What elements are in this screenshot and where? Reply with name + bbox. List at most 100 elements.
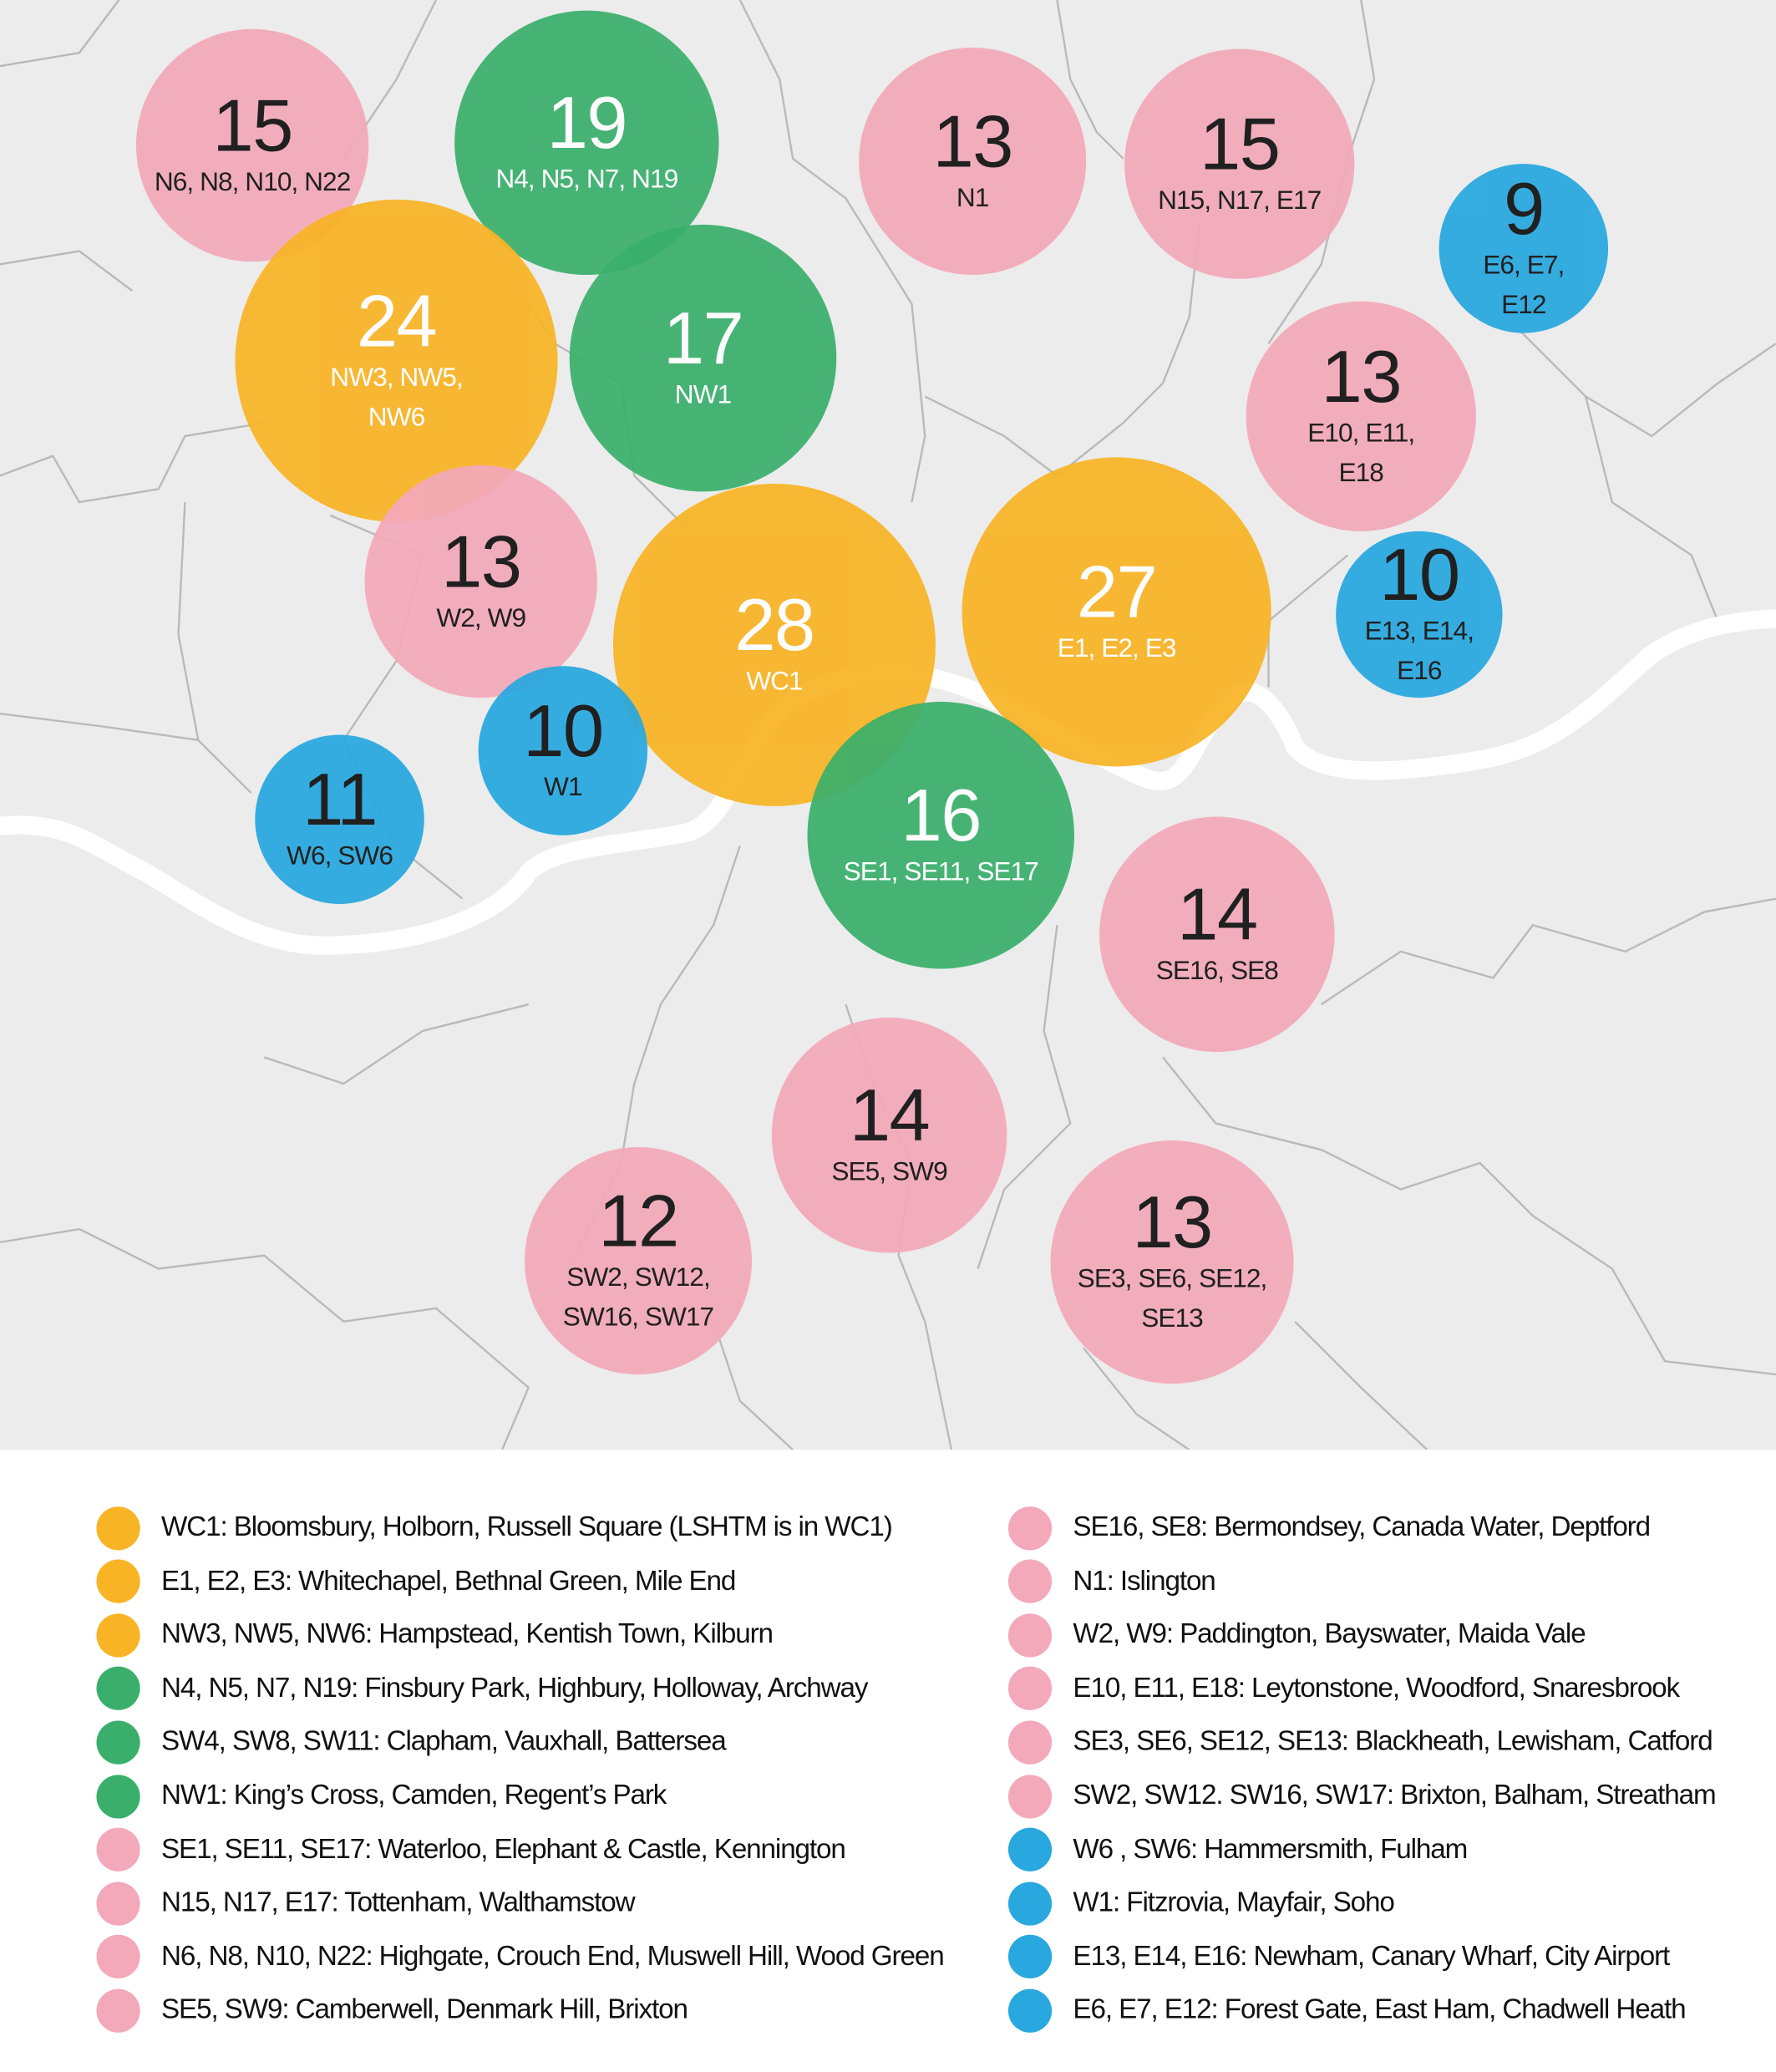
bubble-count: 27 [1076,550,1158,633]
legend-item: WC1: Bloomsbury, Holborn, Russell Square… [96,1504,893,1551]
bubble-count: 14 [849,1073,931,1157]
bubble-postcodes: NW3, NW5, NW6 [330,363,463,433]
bubble-count: 11 [302,757,378,841]
legend-swatch-icon [96,1935,140,1979]
bubble-se1-se11-se17: 16 SE1, SE11, SE17 [807,701,1075,969]
bubble-count: 28 [734,582,815,667]
legend-item: SW2, SW12. SW16, SW17: Brixton, Balham, … [1007,1772,1717,1820]
legend-swatch-icon [1007,1559,1053,1603]
bubble-e10-e11-e18: 13 E10, E11, E18 [1246,301,1476,531]
legend-swatch-icon [1007,1667,1053,1711]
legend-swatch-icon [96,1881,140,1926]
bubble-w2-w9: 13 W2, W9 [364,465,597,698]
bubble-count: 24 [356,278,438,363]
bubble-postcodes: N6, N8, N10, N22 [154,167,351,197]
bubble-count: 13 [441,519,522,603]
legend-label: SW4, SW8, SW11: Clapham, Vauxhall, Batte… [160,1726,727,1757]
legend-label: SE5, SW9: Camberwell, Denmark Hill, Brix… [160,1994,688,2025]
legend-label: W6 , SW6: Hammersmith, Fulham [1073,1833,1468,1865]
legend-swatch-icon [1007,1827,1053,1871]
bubble-postcodes: WC1 [746,667,803,697]
bubble-se3-se6-se12-se13: 13 SE3, SE6, SE12, SE13 [1050,1140,1294,1384]
bubble-sw2-sw12-sw16-sw17: 12 SW2, SW12, SW16, SW17 [524,1147,753,1375]
bubble-e1-e2-e3: 27 E1, E2, E3 [962,457,1271,767]
legend-item: W2, W9: Paddington, Bayswater, Maida Val… [1007,1612,1586,1659]
river-thames [0,609,1776,955]
legend-item: SW4, SW8, SW11: Clapham, Vauxhall, Batte… [96,1719,727,1766]
bubble-nw3-nw5-nw6: 24 NW3, NW5, NW6 [235,199,558,522]
bubble-count: 12 [598,1178,679,1262]
legend-item: E13, E14, E16: Newham, Canary Wharf, Cit… [1007,1933,1670,1981]
legend-label: N15, N17, E17: Tottenham, Walthamstow [160,1887,636,1918]
legend-item: E10, E11, E18: Leytonstone, Woodford, Sn… [1007,1665,1680,1713]
legend-swatch-icon [96,1559,140,1603]
bubble-n15-n17-e17: 15 N15, N17, E17 [1124,48,1355,279]
bubble-postcodes: SE1, SE11, SE17 [843,857,1039,887]
legend-item: W1: Fitzrovia, Mayfair, Soho [1007,1880,1395,1927]
legend-swatch-icon [1007,1988,1053,2033]
legend-label: E13, E14, E16: Newham, Canary Wharf, Cit… [1073,1941,1670,1972]
legend-label: W1: Fitzrovia, Mayfair, Soho [1073,1887,1394,1918]
bubble-e13-e14-e16: 10 E13, E14, E16 [1336,531,1503,698]
bubble-se5-sw9: 14 SE5, SW9 [771,1017,1007,1253]
bubble-postcodes: E13, E14, E16 [1364,617,1474,686]
bubble-postcodes: SW2, SW12, SW16, SW17 [562,1263,714,1333]
legend-item: N6, N8, N10, N22: Highgate, Crouch End, … [96,1933,945,1981]
legend-label: NW3, NW5, NW6: Hampstead, Kentish Town, … [160,1619,774,1650]
legend-item: N4, N5, N7, N19: Finsbury Park, Highbury… [96,1665,869,1713]
legend-swatch-icon [96,1774,140,1818]
legend-label: W2, W9: Paddington, Bayswater, Maida Val… [1073,1619,1586,1650]
bubble-postcodes: N15, N17, E17 [1158,186,1322,216]
legend-swatch-icon [1007,1881,1053,1926]
legend-item: NW3, NW5, NW6: Hampstead, Kentish Town, … [96,1612,774,1659]
bubble-count: 15 [212,83,293,167]
legend-item: W6 , SW6: Hammersmith, Fulham [1007,1826,1468,1873]
bubble-postcodes: N4, N5, N7, N19 [495,165,678,195]
bubble-count: 10 [523,688,604,772]
legend-swatch-icon [1007,1506,1053,1550]
bubble-postcodes: SE3, SE6, SE12, SE13 [1077,1264,1268,1334]
bubble-postcodes: E6, E7, E12 [1483,251,1565,320]
bubble-count: 13 [1132,1180,1213,1264]
legend-item: SE5, SW9: Camberwell, Denmark Hill, Brix… [96,1987,688,2034]
bubble-postcodes: W6, SW6 [287,841,393,871]
bubble-count: 9 [1503,166,1545,250]
legend-item: SE3, SE6, SE12, SE13: Blackheath, Lewish… [1007,1719,1713,1766]
london-map: 15 N6, N8, N10, N22 19 N4, N5, N7, N19 24 NW3… [0,0,1776,1450]
legend-item: SE16, SE8: Bermondsey, Canada Water, Dep… [1007,1504,1651,1551]
legend-swatch-icon [1007,1612,1053,1658]
bubble-count: 15 [1200,101,1281,185]
bubble-count: 16 [901,773,982,857]
bubble-count: 13 [932,99,1014,183]
legend-item: N1: Islington [1007,1557,1216,1605]
bubble-postcodes: N1 [956,183,990,213]
bubble-postcodes: E1, E2, E3 [1057,634,1177,664]
bubble-e6-e7-e12: 9 E6, E7, E12 [1439,164,1609,333]
legend: WC1: Bloomsbury, Holborn, Russell Square… [0,1450,1776,2072]
legend-swatch-icon [96,1506,140,1550]
legend-item: E1, E2, E3: Whitechapel, Bethnal Green, … [96,1557,736,1605]
legend-label: SE1, SE11, SE17: Waterloo, Elephant & Ca… [160,1833,846,1865]
bubble-count: 10 [1379,532,1460,617]
bubble-postcodes: E10, E11, E18 [1307,419,1415,488]
bubble-postcodes: W1 [544,773,583,803]
bubble-postcodes: SE16, SE8 [1155,957,1279,987]
legend-swatch-icon [1007,1720,1053,1765]
bubble-postcodes: SE5, SW9 [831,1157,947,1187]
legend-item: E6, E7, E12: Forest Gate, East Ham, Chad… [1007,1987,1687,2034]
bubble-count: 13 [1321,334,1403,418]
bubble-count: 19 [546,80,628,165]
legend-label: N4, N5, N7, N19: Finsbury Park, Highbury… [160,1673,869,1704]
bubble-nw1: 17 NW1 [569,224,837,492]
legend-item: SE1, SE11, SE17: Waterloo, Elephant & Ca… [96,1826,846,1873]
legend-swatch-icon [96,1720,140,1765]
bubble-n1: 13 N1 [859,47,1087,276]
bubble-w6-sw6: 11 W6, SW6 [255,734,424,904]
legend-label: SE16, SE8: Bermondsey, Canada Water, Dep… [1073,1511,1651,1542]
bubble-postcodes: NW1 [674,380,732,410]
bubble-w1: 10 W1 [478,666,648,835]
legend-label: N6, N8, N10, N22: Highgate, Crouch End, … [160,1941,945,1972]
legend-swatch-icon [1007,1774,1053,1818]
legend-item: N15, N17, E17: Tottenham, Walthamstow [96,1880,636,1927]
